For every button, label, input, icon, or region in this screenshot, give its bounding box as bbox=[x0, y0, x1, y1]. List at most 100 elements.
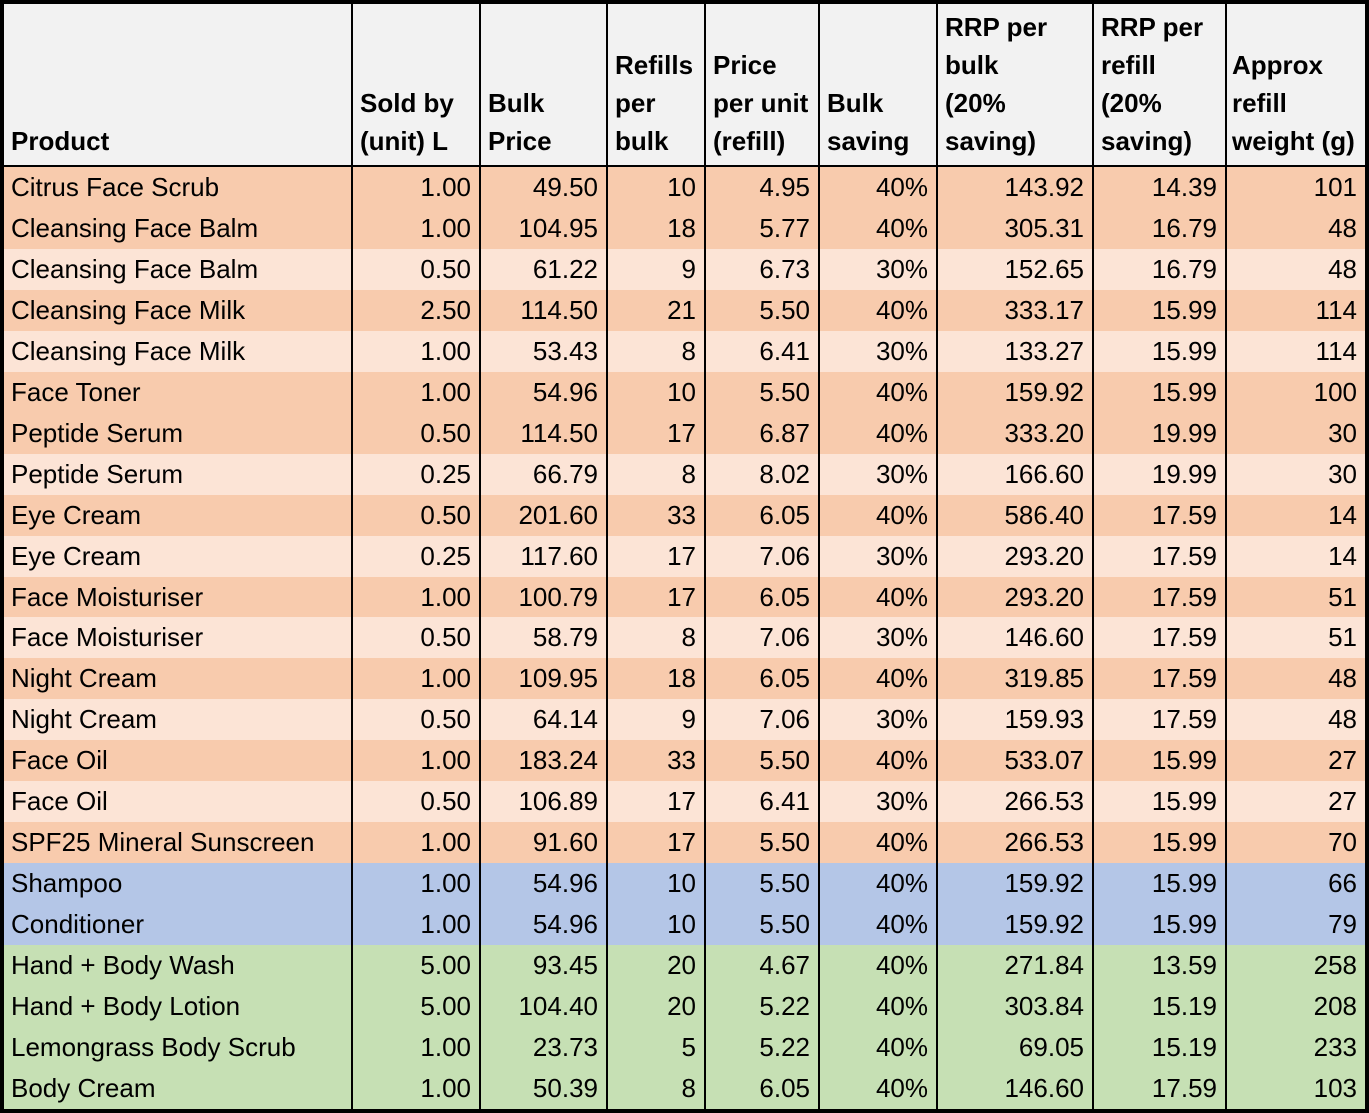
cell-price-per-unit-refill: 6.41 bbox=[706, 330, 820, 372]
cell-approx-refill-weight: 48 bbox=[1328, 663, 1357, 694]
cell-rrp-per-refill: 17.59 bbox=[1094, 494, 1227, 536]
cell-bulk-saving: 30% bbox=[820, 781, 938, 823]
cell-refills-per-bulk: 18 bbox=[608, 658, 706, 700]
cell-rrp-per-refill: 13.59 bbox=[1094, 945, 1227, 987]
cell-refills-per-bulk: 10 bbox=[608, 863, 706, 905]
cell-rrp-per-refill: 15.19 bbox=[1094, 1027, 1227, 1068]
cell-product: Eye Cream bbox=[4, 535, 353, 577]
cell-rrp-per-bulk: 293.20 bbox=[938, 576, 1094, 618]
cell-rrp-per-refill: 19.99 bbox=[1094, 412, 1227, 454]
cell-sold-by-unit: 0.50 bbox=[353, 699, 481, 741]
table-row: Face Moisturiser 1.00 100.79 17 6.05 40% 293.2… bbox=[4, 576, 1365, 618]
cell-rrp-per-bulk: 586.40 bbox=[938, 494, 1094, 536]
cell-bulk-saving: 30% bbox=[820, 535, 938, 577]
cell-bulk-price: 64.14 bbox=[481, 699, 608, 741]
cell-bulk-saving: 40% bbox=[820, 1067, 938, 1109]
cell-refills-per-bulk: 20 bbox=[608, 986, 706, 1028]
cell-refills-per-bulk: 17 bbox=[608, 822, 706, 864]
cell-rrp-per-refill: 17.59 bbox=[1094, 576, 1227, 618]
cell-rrp-per-refill: 15.99 bbox=[1094, 371, 1227, 413]
cell-product: Face Moisturiser bbox=[4, 617, 353, 659]
cell-sold-by-unit: 1.00 bbox=[353, 904, 481, 946]
cell-refills-per-bulk: 8 bbox=[608, 453, 706, 495]
cell-bulk-saving: 40% bbox=[820, 167, 938, 208]
cell-price-per-unit-refill: 4.67 bbox=[706, 945, 820, 987]
cell-rrp-per-refill: 15.99 bbox=[1094, 904, 1227, 946]
cell-price-per-unit-refill: 6.41 bbox=[706, 781, 820, 823]
cell-refills-per-bulk: 33 bbox=[608, 740, 706, 782]
cell-rrp-per-refill: 15.99 bbox=[1094, 740, 1227, 782]
cell-bulk-saving: 40% bbox=[820, 822, 938, 864]
table-row: Face Oil 0.50 106.89 17 6.41 30% 266.53 15.99 27 bbox=[4, 781, 1365, 823]
cell-approx-refill-weight: 30 bbox=[1328, 458, 1357, 489]
cell-bulk-saving: 40% bbox=[820, 904, 938, 946]
table-row: Night Cream 0.50 64.14 9 7.06 30% 159.93 17.59 4… bbox=[4, 699, 1365, 741]
cell-rrp-per-bulk: 533.07 bbox=[938, 740, 1094, 782]
table-row: Shampoo 1.00 54.96 10 5.50 40% 159.92 15.99 66 bbox=[4, 863, 1365, 905]
table-row: Cleansing Face Balm 1.00 104.95 18 5.77 40% 30… bbox=[4, 207, 1365, 249]
cell-bulk-saving: 30% bbox=[820, 453, 938, 495]
cell-refills-per-bulk: 9 bbox=[608, 699, 706, 741]
cell-rrp-per-bulk: 159.92 bbox=[938, 904, 1094, 946]
table-row: Night Cream 1.00 109.95 18 6.05 40% 319.85 17.5… bbox=[4, 658, 1365, 700]
cell-rrp-per-refill: 15.99 bbox=[1094, 289, 1227, 331]
cell-price-per-unit-refill: 6.05 bbox=[706, 1067, 820, 1109]
cell-bulk-price: 93.45 bbox=[481, 945, 608, 987]
cell-rrp-per-refill: 15.99 bbox=[1094, 822, 1227, 864]
cell-rrp-per-bulk: 266.53 bbox=[938, 781, 1094, 823]
cell-sold-by-unit: 1.00 bbox=[353, 207, 481, 249]
cell-bulk-price: 114.50 bbox=[481, 289, 608, 331]
cell-bulk-price: 183.24 bbox=[481, 740, 608, 782]
header-price-per-unit-refill: Price per unit (refill) bbox=[706, 4, 820, 165]
cell-bulk-saving: 30% bbox=[820, 330, 938, 372]
cell-approx-refill-weight: 258 bbox=[1313, 950, 1357, 981]
cell-refills-per-bulk: 10 bbox=[608, 904, 706, 946]
cell-rrp-per-refill: 15.99 bbox=[1094, 330, 1227, 372]
header-refills-per-bulk: Refills per bulk bbox=[608, 4, 706, 165]
cell-bulk-price: 104.95 bbox=[481, 207, 608, 249]
cell-rrp-per-refill: 16.79 bbox=[1094, 248, 1227, 290]
cell-price-per-unit-refill: 7.06 bbox=[706, 617, 820, 659]
cell-rrp-per-bulk: 146.60 bbox=[938, 1067, 1094, 1109]
cell-sold-by-unit: 0.50 bbox=[353, 781, 481, 823]
cell-bulk-saving: 40% bbox=[820, 1027, 938, 1068]
cell-product: Hand + Body Lotion bbox=[4, 986, 353, 1028]
cell-bulk-price: 49.50 bbox=[481, 167, 608, 208]
cell-rrp-per-bulk: 305.31 bbox=[938, 207, 1094, 249]
cell-sold-by-unit: 0.50 bbox=[353, 248, 481, 290]
cell-sold-by-unit: 0.50 bbox=[353, 494, 481, 536]
cell-price-per-unit-refill: 5.50 bbox=[706, 371, 820, 413]
cell-sold-by-unit: 1.00 bbox=[353, 330, 481, 372]
cell-refills-per-bulk: 20 bbox=[608, 945, 706, 987]
cell-rrp-per-bulk: 271.84 bbox=[938, 945, 1094, 987]
cell-bulk-price: 201.60 bbox=[481, 494, 608, 536]
table-header-row: Product Sold by (unit) L Bulk Price Refi… bbox=[4, 4, 1365, 167]
table-row: Hand + Body Lotion 5.00 104.40 20 5.22 40% 303… bbox=[4, 986, 1365, 1028]
cell-rrp-per-bulk: 159.92 bbox=[938, 371, 1094, 413]
cell-refills-per-bulk: 17 bbox=[608, 535, 706, 577]
cell-sold-by-unit: 0.50 bbox=[353, 412, 481, 454]
cell-price-per-unit-refill: 7.06 bbox=[706, 699, 820, 741]
cell-product: Night Cream bbox=[4, 658, 353, 700]
header-approx-refill-weight: Approx refill weight (g) bbox=[1232, 50, 1355, 156]
cell-sold-by-unit: 1.00 bbox=[353, 167, 481, 208]
cell-bulk-price: 106.89 bbox=[481, 781, 608, 823]
table-row: Body Cream 1.00 50.39 8 6.05 40% 146.60 17.59 10… bbox=[4, 1067, 1365, 1109]
table-row: Eye Cream 0.50 201.60 33 6.05 40% 586.40 17.59 1… bbox=[4, 494, 1365, 536]
cell-bulk-price: 109.95 bbox=[481, 658, 608, 700]
cell-sold-by-unit: 1.00 bbox=[353, 576, 481, 618]
cell-bulk-saving: 40% bbox=[820, 863, 938, 905]
cell-approx-refill-weight: 48 bbox=[1328, 253, 1357, 284]
cell-product: Face Oil bbox=[4, 781, 353, 823]
cell-rrp-per-refill: 15.19 bbox=[1094, 986, 1227, 1028]
cell-rrp-per-bulk: 152.65 bbox=[938, 248, 1094, 290]
cell-approx-refill-weight: 100 bbox=[1313, 376, 1357, 407]
table-row: SPF25 Mineral Sunscreen 1.00 91.60 17 5.50 40… bbox=[4, 822, 1365, 864]
cell-refills-per-bulk: 8 bbox=[608, 330, 706, 372]
cell-rrp-per-refill: 15.99 bbox=[1094, 781, 1227, 823]
cell-sold-by-unit: 1.00 bbox=[353, 1067, 481, 1109]
cell-bulk-saving: 40% bbox=[820, 740, 938, 782]
cell-product: Eye Cream bbox=[4, 494, 353, 536]
cell-refills-per-bulk: 10 bbox=[608, 167, 706, 208]
